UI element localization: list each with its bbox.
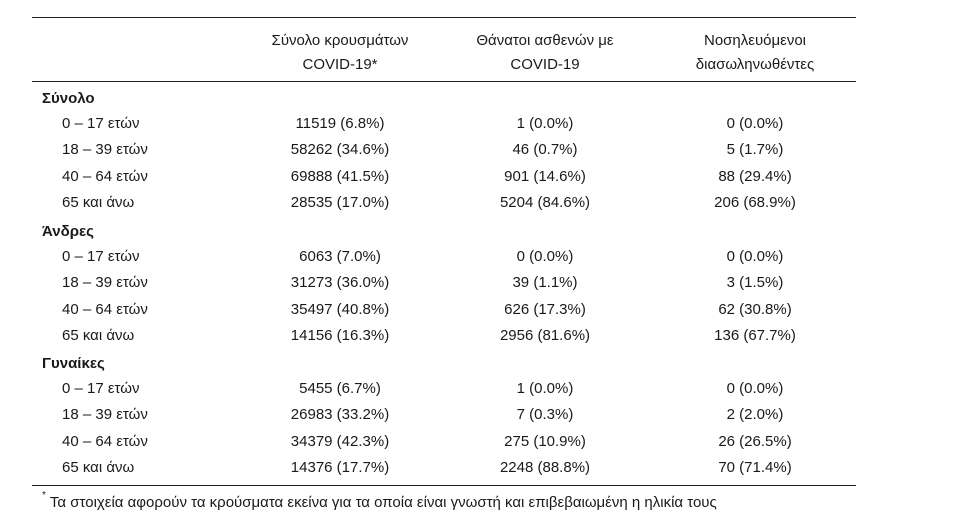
table-row: 40 – 64 ετών 69888 (41.5%) 901 (14.6%) 88 (… [0,164,954,190]
cases-cell: 58262 (34.6%) [290,141,390,159]
intubated-cell: 2 (2.0%) [726,406,784,424]
age-group-label: 65 και άνω [62,459,135,477]
age-group-label: 18 – 39 ετών [62,141,148,159]
header-total-cases: Σύνολο κρουσμάτων COVID-19* [230,29,450,77]
cases-cell: 5455 (6.7%) [299,380,381,397]
header-intubated: Νοσηλευόμενοι διασωληνωθέντες [640,29,870,77]
table-row: 18 – 39 ετών 58262 (34.6%) 46 (0.7%) 5 (1.7… [0,137,954,163]
deaths-cell: 275 (10.9%) [504,432,586,450]
cases-cell: 34379 (42.3%) [290,432,390,450]
table-row: 40 – 64 ετών 35497 (40.8%) 626 (17.3%) 62 (… [0,297,954,323]
cases-cell: 35497 (40.8%) [290,300,390,318]
age-group-label: 40 – 64 ετών [62,432,148,450]
table-row: 65 και άνω 28535 (17.0%) 5204 (84.6%) 206 (… [0,190,954,216]
table-row: 0 – 17 ετών 11519 (6.8%) 1 (0.0%) 0 (0.0%) [0,111,954,137]
header-deaths: Θάνατοι ασθενών με COVID-19 [440,29,650,77]
table-row: 18 – 39 ετών 26983 (33.2%) 7 (0.3%) 2 (2.0%… [0,402,954,428]
group-title: Σύνολο [42,90,95,107]
deaths-cell: 39 (1.1%) [512,274,578,292]
cases-cell: 6063 (7.0%) [299,248,381,265]
intubated-cell: 62 (30.8%) [718,300,792,318]
footnote: * Τα στοιχεία αφορούν τα κρούσματα εκείνα… [42,488,717,514]
age-group-label: 0 – 17 ετών [62,115,140,132]
table-row: 40 – 64 ετών 34379 (42.3%) 275 (10.9%) 26 (… [0,429,954,455]
intubated-cell: 206 (68.9%) [714,194,796,212]
table-row: 0 – 17 ετών 5455 (6.7%) 1 (0.0%) 0 (0.0%) [0,376,954,402]
deaths-cell: 7 (0.3%) [516,406,574,424]
footnote-marker: * [42,490,46,501]
age-group-label: 18 – 39 ετών [62,274,148,292]
deaths-cell: 46 (0.7%) [512,141,578,159]
cases-cell: 28535 (17.0%) [290,194,390,212]
deaths-cell: 5204 (84.6%) [499,194,591,212]
header-intubated-line2: διασωληνωθέντες [695,56,815,73]
deaths-cell: 2248 (88.8%) [499,459,591,477]
table-row: 18 – 39 ετών 31273 (36.0%) 39 (1.1%) 3 (1.5… [0,270,954,296]
intubated-cell: 0 (0.0%) [726,115,784,132]
cases-cell: 14156 (16.3%) [290,327,390,345]
age-group-label: 0 – 17 ετών [62,248,140,265]
table-top-rule [32,17,856,18]
age-group-label: 65 και άνω [62,327,135,345]
footnote-text: Τα στοιχεία αφορούν τα κρούσματα εκείνα … [49,494,717,511]
cases-cell: 26983 (33.2%) [290,406,390,424]
age-group-label: 18 – 39 ετών [62,406,148,424]
intubated-cell: 3 (1.5%) [726,274,784,292]
cases-cell: 31273 (36.0%) [290,274,390,292]
deaths-cell: 901 (14.6%) [504,167,586,185]
group-title: Γυναίκες [42,355,105,372]
header-total-cases-line1: Σύνολο κρουσμάτων [271,32,409,49]
age-group-label: 0 – 17 ετών [62,380,140,397]
header-total-cases-line2: COVID-19* [302,56,378,73]
age-group-label: 40 – 64 ετών [62,167,148,185]
header-rule [32,81,856,82]
cases-cell: 14376 (17.7%) [290,459,390,477]
table-row: 65 και άνω 14376 (17.7%) 2248 (88.8%) 70 (7… [0,455,954,481]
group-title: Άνδρες [42,223,94,240]
header-deaths-line2: COVID-19 [510,56,580,73]
intubated-cell: 0 (0.0%) [726,248,784,265]
cases-cell: 11519 (6.8%) [295,115,385,132]
table-row: 65 και άνω 14156 (16.3%) 2956 (81.6%) 136 (… [0,323,954,349]
header-intubated-line1: Νοσηλευόμενοι [703,32,806,49]
table-bottom-rule [32,485,856,486]
deaths-cell: 0 (0.0%) [516,248,574,265]
intubated-cell: 5 (1.7%) [726,141,784,159]
deaths-cell: 626 (17.3%) [504,300,586,318]
header-deaths-line1: Θάνατοι ασθενών με [476,32,614,49]
intubated-cell: 0 (0.0%) [726,380,784,397]
deaths-cell: 2956 (81.6%) [499,327,591,345]
table-row: 0 – 17 ετών 6063 (7.0%) 0 (0.0%) 0 (0.0%) [0,244,954,270]
intubated-cell: 26 (26.5%) [718,432,792,450]
deaths-cell: 1 (0.0%) [516,380,574,397]
intubated-cell: 136 (67.7%) [714,327,796,345]
age-group-label: 65 και άνω [62,194,135,212]
deaths-cell: 1 (0.0%) [516,115,574,132]
intubated-cell: 70 (71.4%) [718,459,792,477]
cases-cell: 69888 (41.5%) [290,167,390,185]
age-group-label: 40 – 64 ετών [62,300,148,318]
intubated-cell: 88 (29.4%) [718,167,792,185]
